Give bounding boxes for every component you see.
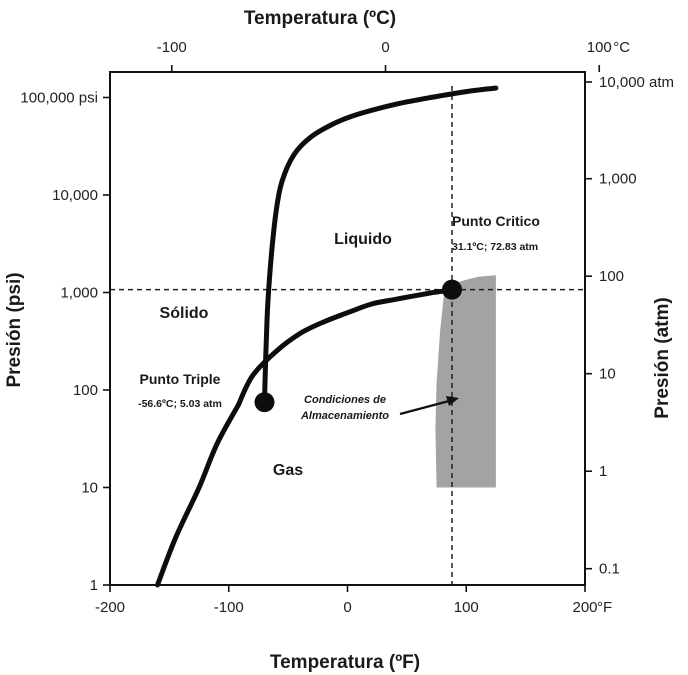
y-right-tick-label: 100 <box>599 268 624 285</box>
vaporization-curve <box>235 287 455 408</box>
x-bottom-tick-label: 100 <box>454 599 479 616</box>
y-right-tick-label: 10 <box>599 366 616 383</box>
y-right-tick-label: 1,000 <box>599 171 637 188</box>
region-label-gas: Gas <box>273 462 303 479</box>
y-left-tick-label: 1 <box>90 577 98 594</box>
y-right-tick-label: 0.1 <box>599 561 620 578</box>
y-right-axis-title: Presión (atm) <box>652 297 673 418</box>
y-left-axis-title: Presión (psi) <box>4 272 25 387</box>
x-bottom-tick-label: 0 <box>343 599 351 616</box>
y-left-tick-label: 1,000 <box>60 285 98 302</box>
critical-point-conditions: 31.1ºC; 72.83 atm <box>452 241 538 253</box>
triple-point-label: Punto Triple <box>140 371 221 387</box>
y-right-tick-label: 1 <box>599 463 607 480</box>
critical-point-label: Punto Critico <box>452 213 540 229</box>
region-label-solid: Sólido <box>160 305 209 322</box>
x-bottom-tick-label: 200 <box>572 599 597 616</box>
critical-point-marker <box>442 279 462 300</box>
x-bottom-tick-label: -200 <box>95 599 125 616</box>
sublimation-curve <box>155 402 241 588</box>
y-left-tick-label: 100 <box>73 382 98 399</box>
x-bottom-tick-label: -100 <box>214 599 244 616</box>
x-top-tick-label: 0 <box>381 39 389 56</box>
melting-curve <box>262 85 499 405</box>
storage-arrow-head <box>446 396 459 406</box>
region-label-liquid: Liquido <box>334 231 392 248</box>
x-top-tick-label: -100 <box>157 39 187 56</box>
x-bottom-axis-title: Temperatura (ºF) <box>270 652 420 673</box>
storage-label-line1: Condiciones de <box>304 394 386 406</box>
storage-region <box>435 275 496 488</box>
y-right-tick-label: 10,000 atm <box>599 74 674 91</box>
x-bottom-unit-label: °F <box>597 599 612 616</box>
x-top-tick-label: 100 <box>587 39 612 56</box>
x-top-unit-label: °C <box>613 39 630 56</box>
y-left-tick-label: 10 <box>81 480 98 497</box>
y-left-tick-label: 10,000 <box>52 187 98 204</box>
y-left-tick-label: 100,000 psi <box>20 90 98 107</box>
plot-frame <box>109 71 586 586</box>
triple-point-marker <box>254 392 275 413</box>
triple-point-conditions: -56.6ºC; 5.03 atm <box>138 398 222 410</box>
x-top-axis-title: Temperatura (ºC) <box>244 8 396 29</box>
storage-label-line2: Almacenamiento <box>300 410 389 422</box>
storage-arrow <box>399 399 450 416</box>
